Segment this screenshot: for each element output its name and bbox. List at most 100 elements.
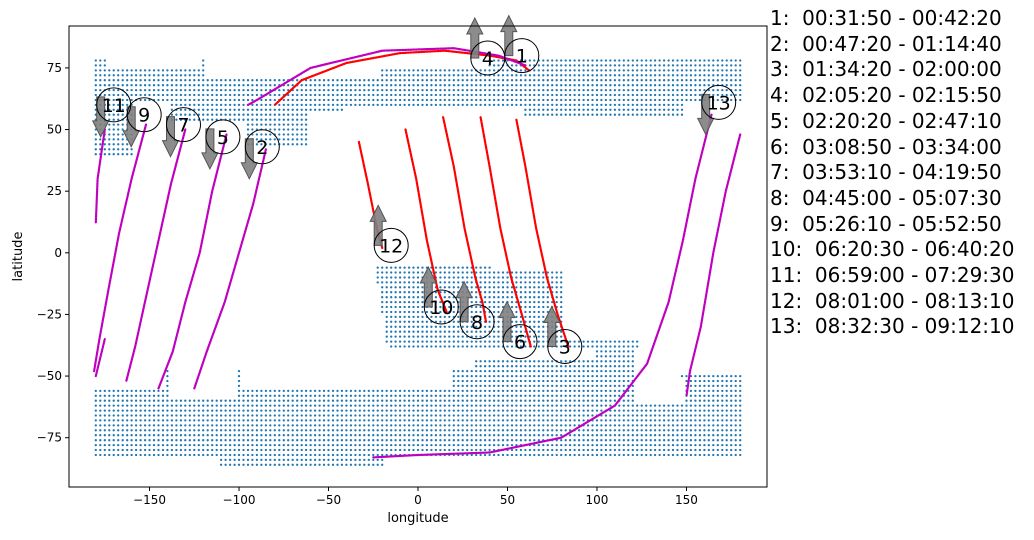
coverage-dot xyxy=(586,93,590,97)
coverage-dot xyxy=(354,394,357,397)
coverage-dot xyxy=(515,434,518,437)
coverage-dot xyxy=(667,439,670,442)
coverage-dot xyxy=(228,453,232,457)
coverage-dot xyxy=(161,394,165,397)
coverage-dot xyxy=(372,404,375,407)
coverage-dot xyxy=(219,443,223,447)
marker-circle xyxy=(244,129,280,165)
coverage-dot xyxy=(698,453,702,457)
coverage-dot xyxy=(497,424,500,427)
coverage-dot xyxy=(689,74,693,77)
coverage-dot xyxy=(157,424,160,427)
coverage-dot xyxy=(358,443,361,447)
coverage-dot xyxy=(653,434,657,437)
coverage-dot xyxy=(439,84,442,87)
coverage-dot xyxy=(108,404,111,407)
coverage-dot xyxy=(542,93,545,97)
coverage-dot xyxy=(694,98,697,102)
coverage-dot xyxy=(739,79,742,82)
coverage-dot xyxy=(595,103,599,107)
coverage-dot xyxy=(542,315,545,319)
coverage-dot xyxy=(739,448,742,452)
coverage-dot xyxy=(421,429,424,432)
coverage-dot xyxy=(560,419,563,422)
coverage-dot xyxy=(739,88,742,92)
coverage-dot xyxy=(179,118,183,121)
coverage-dot xyxy=(336,448,339,452)
coverage-dot xyxy=(533,74,536,77)
coverage-dot xyxy=(398,310,402,314)
coverage-dot xyxy=(349,394,353,397)
coverage-dot xyxy=(698,439,702,442)
coverage-dot xyxy=(416,286,420,289)
coverage-dot xyxy=(519,98,523,102)
coverage-dot xyxy=(577,69,581,72)
coverage-dot xyxy=(546,88,549,92)
coverage-dot xyxy=(394,424,397,427)
coverage-dot xyxy=(457,281,460,284)
coverage-dot xyxy=(560,281,563,284)
coverage-dot xyxy=(381,84,384,87)
coverage-dot xyxy=(443,335,446,338)
arrow-up-icon xyxy=(455,280,473,323)
coverage-dot xyxy=(425,340,429,343)
coverage-dot xyxy=(394,439,397,442)
coverage-dot xyxy=(318,409,321,412)
coverage-dot xyxy=(497,310,500,314)
coverage-dot xyxy=(188,414,191,417)
coverage-dot xyxy=(134,79,138,82)
coverage-dot xyxy=(582,429,585,432)
coverage-dot xyxy=(515,281,518,284)
coverage-dot xyxy=(506,88,509,92)
coverage-dot xyxy=(246,409,250,412)
coverage-dot xyxy=(376,409,379,412)
coverage-dot xyxy=(555,93,558,97)
coverage-dot xyxy=(398,404,402,407)
coverage-dot xyxy=(385,419,388,422)
coverage-dot xyxy=(394,335,397,338)
coverage-dot xyxy=(577,365,581,368)
coverage-dot xyxy=(130,419,133,422)
coverage-dot xyxy=(609,108,612,111)
coverage-dot xyxy=(439,443,442,447)
coverage-dot xyxy=(363,424,366,427)
coverage-dot xyxy=(403,389,406,393)
coverage-dot xyxy=(519,340,523,343)
coverage-dot xyxy=(211,429,214,432)
coverage-dot xyxy=(296,424,299,427)
coverage-dot xyxy=(340,98,344,102)
coverage-dot xyxy=(336,458,339,462)
coverage-dot xyxy=(121,419,124,422)
coverage-dot xyxy=(703,79,706,82)
coverage-dot xyxy=(291,419,294,422)
coverage-dot xyxy=(390,281,393,284)
coverage-dot xyxy=(260,108,263,111)
coverage-dot xyxy=(613,443,617,447)
coverage-dot xyxy=(112,389,115,393)
coverage-dot xyxy=(130,98,133,102)
coverage-dot xyxy=(434,404,438,407)
coverage-dot xyxy=(546,113,549,116)
coverage-dot xyxy=(188,448,191,452)
coverage-dot xyxy=(121,424,124,427)
coverage-dot xyxy=(188,69,191,72)
coverage-dot xyxy=(228,434,232,437)
coverage-dot xyxy=(613,355,617,358)
coverage-dot xyxy=(662,448,666,452)
coverage-dot xyxy=(434,98,438,102)
coverage-dot xyxy=(501,399,505,402)
coverage-dot xyxy=(336,463,339,466)
coverage-dot xyxy=(475,315,478,319)
coverage-dot xyxy=(403,429,406,432)
coverage-dot xyxy=(524,453,527,457)
coverage-dot xyxy=(278,118,281,121)
coverage-dot xyxy=(202,84,205,87)
coverage-dot xyxy=(604,374,608,378)
coverage-dot xyxy=(354,389,357,393)
coverage-dot xyxy=(246,88,250,92)
coverage-dot xyxy=(260,123,263,126)
coverage-dot xyxy=(712,429,715,432)
coverage-dot xyxy=(452,409,455,412)
coverage-dot xyxy=(331,448,335,452)
coverage-dot xyxy=(327,108,330,111)
